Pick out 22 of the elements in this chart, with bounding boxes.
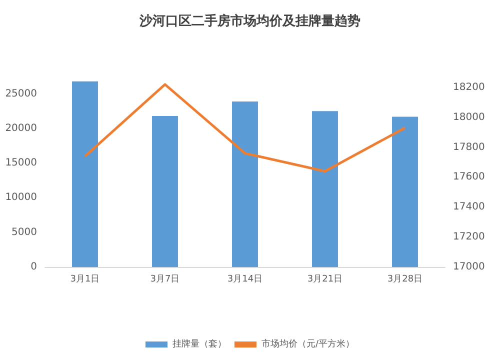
x-tick-label: 3月21日 — [307, 274, 343, 284]
x-tick-label: 3月28日 — [387, 274, 423, 284]
y-tick-label: 25000 — [5, 88, 37, 100]
legend-label: 市场均价（元/平方米） — [261, 338, 355, 350]
y2-tick-label: 17800 — [453, 142, 485, 153]
x-tick-label: 3月14日 — [227, 274, 263, 284]
legend-label: 挂牌量（套） — [172, 338, 226, 350]
y2-tick-label: 18200 — [453, 82, 485, 93]
x-tick-label: 3月1日 — [70, 274, 100, 284]
y-tick-label: 0 — [30, 262, 37, 272]
y2-tick-label: 17400 — [453, 202, 485, 213]
x-tick-label: 3月7日 — [150, 274, 180, 284]
chart-title: 沙河口区二手房市场均价及挂牌量趋势 — [138, 13, 360, 29]
line-series — [84, 83, 406, 173]
y-tick-label: 5000 — [12, 226, 37, 238]
y2-tick-label: 17000 — [453, 262, 485, 272]
y-tick-label: 20000 — [5, 122, 37, 134]
y2-tick-label: 17600 — [453, 172, 485, 183]
y2-tick-label: 18000 — [453, 112, 485, 123]
y-tick-label: 10000 — [5, 192, 37, 204]
y2-tick-label: 17200 — [453, 232, 485, 243]
y-tick-label: 15000 — [5, 158, 37, 169]
